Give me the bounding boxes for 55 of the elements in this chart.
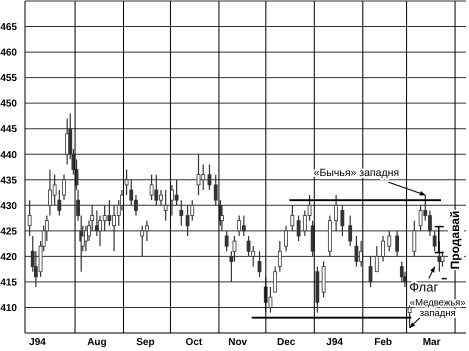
candlestick (432, 230, 437, 252)
candlestick (232, 235, 236, 262)
candlestick (65, 118, 70, 166)
x-tick-label: Mar (422, 337, 441, 348)
candlestick (242, 214, 246, 237)
x-tick-label: Dec (276, 337, 296, 348)
y-tick-label: 450 (0, 98, 18, 110)
x-tick-label: Aug (87, 337, 107, 348)
candlestick (340, 204, 344, 237)
candlestick (440, 250, 444, 268)
candlestick (62, 174, 66, 201)
candlestick (354, 235, 358, 268)
y-tick-label: 435 (0, 175, 18, 186)
candlestick (348, 214, 352, 247)
candlestick (290, 204, 294, 232)
y-tick-label: 440 (0, 150, 18, 161)
x-tick-label: J94 (29, 337, 46, 348)
candlestick (334, 194, 338, 232)
candlestick (400, 260, 404, 283)
candlestick (164, 189, 168, 222)
candlestick (387, 230, 392, 252)
x-tick-label: Oct (186, 337, 203, 348)
candlestick (395, 230, 400, 257)
y-tick-label: 460 (0, 48, 18, 59)
candlestick (28, 200, 32, 237)
candlestick (57, 189, 62, 216)
candlestick (214, 174, 218, 206)
y-tick-label: 410 (0, 303, 18, 314)
candlestick (174, 179, 179, 206)
y-tick-label: 455 (0, 73, 18, 84)
candlestick (368, 256, 372, 288)
x-tick-label: Sep (136, 337, 155, 348)
y-tick-label: 425 (0, 226, 18, 238)
candlestick (284, 225, 288, 252)
y-tick-label: 415 (0, 277, 18, 288)
annotation: Флаг (409, 279, 438, 294)
candlestick (278, 240, 282, 272)
candlestick (258, 250, 262, 278)
candlestick (273, 266, 278, 293)
x-tick-label: Nov (228, 337, 248, 348)
x-tick-label: Feb (374, 337, 392, 348)
y-tick-label: 445 (0, 124, 18, 136)
candlestick (296, 214, 300, 242)
candlestick (224, 230, 229, 252)
candlestick (179, 200, 184, 226)
y-tick-label: 430 (0, 200, 18, 212)
candlestick (381, 235, 385, 262)
candlestick (124, 168, 128, 196)
candlestick (412, 220, 416, 257)
candlestick (374, 246, 379, 272)
y-tick-label: 465 (0, 22, 18, 34)
x-tick-label: J94 (326, 337, 344, 348)
annotation: Продавай (448, 210, 464, 270)
y-tick-label: 420 (0, 252, 18, 263)
candlestick (208, 164, 212, 191)
